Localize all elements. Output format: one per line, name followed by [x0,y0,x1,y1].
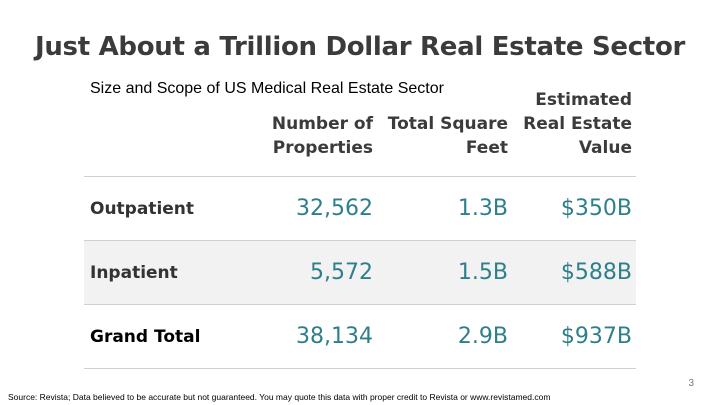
table-row-outpatient: Outpatient 32,562 1.3B $350B [84,176,636,241]
header-line: Real Estate [523,114,632,134]
header-line: Estimated [535,90,632,110]
slide-title: Just About a Trillion Dollar Real Estate… [34,32,686,62]
header-number-of-properties: Number of Properties [259,88,377,177]
header-total-square-feet: Total Square Feet [377,88,512,177]
row-label: Outpatient [84,176,259,241]
cell-properties: 32,562 [259,176,377,241]
cell-square-feet: 1.5B [377,240,512,305]
cell-properties: 5,572 [259,240,377,305]
header-line: Feet [465,138,508,158]
cell-value: $588B [512,240,636,305]
data-table: Number of Properties Total Square Feet E… [84,88,636,369]
table-row-inpatient: Inpatient 5,572 1.5B $588B [84,240,636,305]
slide-subtitle: Size and Scope of US Medical Real Estate… [90,80,444,97]
header-line: Number of [271,114,373,134]
table-row-grand-total: Grand Total 38,134 2.9B $937B [84,304,636,369]
cell-properties: 38,134 [259,304,377,369]
page-number: 3 [688,378,694,389]
cell-square-feet: 1.3B [377,176,512,241]
cell-value: $937B [512,304,636,369]
cell-square-feet: 2.9B [377,304,512,369]
header-line: Value [578,138,632,158]
table-header-row: Number of Properties Total Square Feet E… [84,88,636,177]
cell-value: $350B [512,176,636,241]
data-table-container: Number of Properties Total Square Feet E… [84,88,636,369]
header-empty [84,88,259,177]
header-line: Properties [272,138,373,158]
row-label: Inpatient [84,240,259,305]
header-line: Total Square [387,114,508,134]
source-note: Source: Revista; Data believed to be acc… [8,392,551,402]
header-estimated-value: Estimated Real Estate Value [512,88,636,177]
row-label: Grand Total [84,304,259,369]
